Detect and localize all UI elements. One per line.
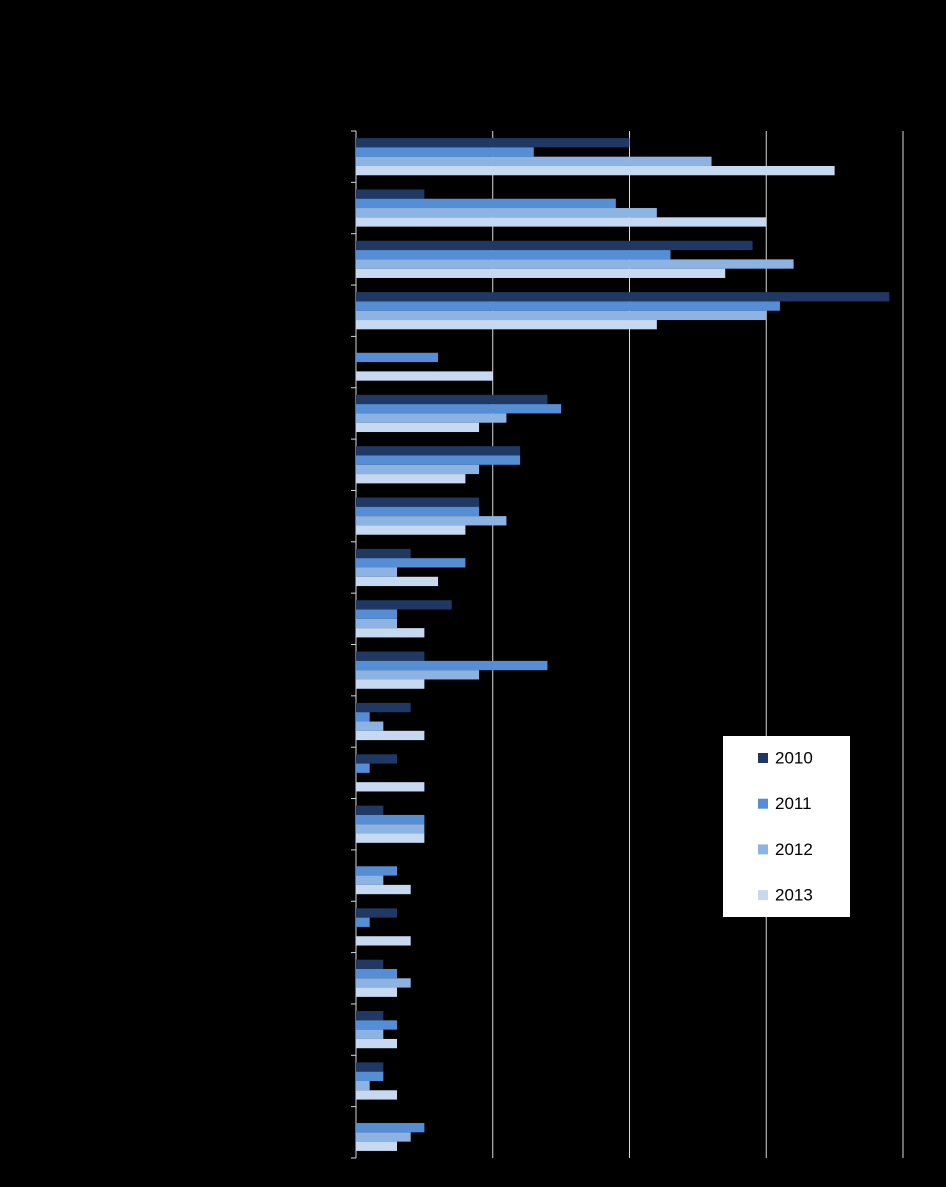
bar [356,1123,425,1133]
bar [356,446,521,456]
bar [356,651,425,661]
bar [356,1029,384,1039]
bar [356,609,398,619]
bar [356,987,398,997]
bar [356,1038,398,1049]
bar [356,1011,384,1021]
bar [356,352,439,363]
bar [356,240,753,251]
bar [356,198,616,209]
legend-box [723,736,850,917]
bar [356,917,370,927]
bar [356,259,794,269]
bar [356,301,780,311]
bar [356,310,767,321]
bar [356,1141,398,1151]
bar [356,600,452,610]
legend-label: 2013 [775,886,813,905]
legend-label: 2010 [775,748,813,767]
bar [356,320,657,330]
bar [356,1071,384,1081]
bar [356,548,411,559]
bar [356,702,411,713]
bar [356,884,411,895]
bar [356,730,425,741]
bar [356,824,425,834]
legend-swatch [758,753,768,763]
bar [356,670,480,680]
legend-swatch [758,844,768,855]
bar [356,814,425,825]
bar [356,1062,384,1072]
bar [356,805,384,815]
bar [356,422,480,433]
bar [356,936,411,946]
bar [356,959,384,969]
bar [356,506,480,517]
bar [356,1090,398,1100]
legend-swatch [758,798,768,809]
bar [356,558,466,568]
bar [356,763,370,773]
bar [356,404,562,414]
bar [356,712,370,722]
bar [356,474,466,484]
bar [356,833,425,843]
bar [356,754,398,764]
bar [356,866,398,876]
bar [356,189,425,199]
bar [356,782,425,792]
bar [356,968,398,979]
bar [356,147,534,157]
bar [356,413,507,423]
bar [356,1080,370,1091]
bar [356,679,425,689]
bar [356,138,630,148]
bar [356,721,384,731]
bar [356,660,548,671]
bar [356,875,384,885]
bar [356,576,439,587]
bar [356,455,521,465]
bar [356,371,493,381]
bar [356,908,398,918]
legend-label: 2011 [775,794,812,813]
legend-swatch [758,890,768,901]
bar [356,978,411,988]
bar [356,464,480,475]
bar [356,628,425,638]
bar [356,516,507,526]
bar [356,156,712,166]
bar [356,268,726,278]
bar [356,208,657,218]
bar [356,217,767,227]
bar [356,165,835,176]
bar [356,394,548,405]
bar [356,250,671,260]
bar [356,1020,398,1030]
bar [356,567,398,577]
legend-label: 2012 [775,840,813,859]
bar [356,1132,411,1142]
bar [356,292,890,302]
bar [356,497,480,507]
bar [356,618,398,629]
bar [356,525,466,535]
